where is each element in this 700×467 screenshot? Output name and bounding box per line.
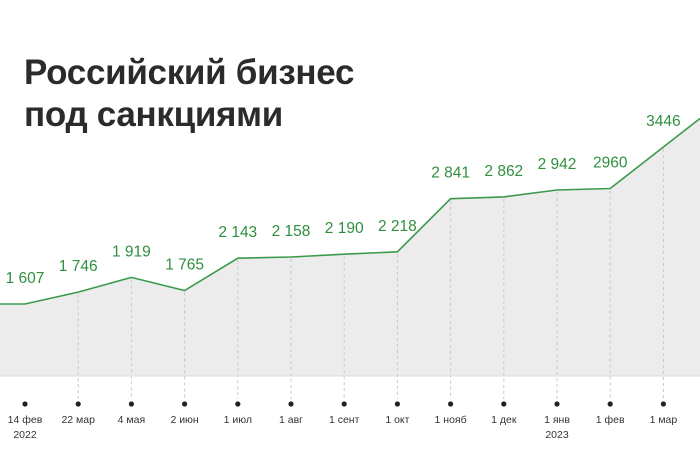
chart-title: Российский бизнес под санкциями (24, 53, 355, 134)
area-fill (0, 118, 700, 376)
tick-dot (341, 401, 347, 407)
tick-label: 1 сент (329, 414, 360, 426)
tick-dot (182, 401, 188, 407)
x-axis-ticks: 14 фев 2022 22 мар 4 мая 2 июн 1 июл 1 авг 1 се… (8, 401, 678, 441)
value-label: 2 218 (378, 218, 417, 235)
tick-label: 1 авг (279, 414, 303, 426)
value-label: 2 862 (484, 163, 523, 180)
tick-dot (75, 401, 81, 407)
tick-dot (22, 401, 28, 407)
value-label: 3446 (646, 113, 680, 130)
tick-dot (554, 401, 560, 407)
tick-label: 1 июл (224, 414, 252, 426)
value-label: 2 942 (538, 156, 577, 173)
tick-dot (660, 401, 667, 407)
tick-label: 1 нояб (435, 414, 467, 426)
tick-year-label: 2023 (545, 429, 569, 441)
tick-dot (448, 401, 454, 407)
tick-label: 1 янв (544, 414, 570, 426)
tick-year-label: 2022 (13, 429, 37, 441)
value-label: 2 158 (272, 223, 311, 240)
value-label: 2 841 (431, 165, 470, 182)
tick-dot (607, 401, 613, 407)
tick-label: 4 мая (118, 414, 146, 426)
value-label: 2 190 (325, 220, 364, 237)
tick-dot (501, 401, 507, 407)
value-label: 1 919 (112, 243, 151, 260)
value-label: 2960 (593, 154, 628, 171)
tick-label: 22 мар (61, 414, 95, 426)
tick-label: 1 окт (385, 414, 409, 426)
value-label: 1 765 (165, 257, 204, 274)
value-label: 2 143 (218, 224, 257, 241)
tick-label: 1 фев (596, 414, 625, 426)
tick-label: 1 дек (491, 414, 517, 426)
value-label: 1 746 (59, 258, 98, 275)
tick-dot (288, 401, 294, 407)
value-labels: 1 607 1 746 1 919 1 765 2 143 2 158 2 190 2 218… (6, 113, 681, 287)
tick-label: 2 июн (170, 414, 198, 426)
value-label: 1 607 (6, 270, 45, 287)
tick-label: 1 мар (650, 414, 678, 426)
tick-dot (235, 401, 241, 407)
series-line (0, 117, 700, 305)
tick-dot (128, 401, 134, 407)
tick-dot (394, 401, 400, 407)
tick-label: 14 фев (8, 414, 43, 426)
